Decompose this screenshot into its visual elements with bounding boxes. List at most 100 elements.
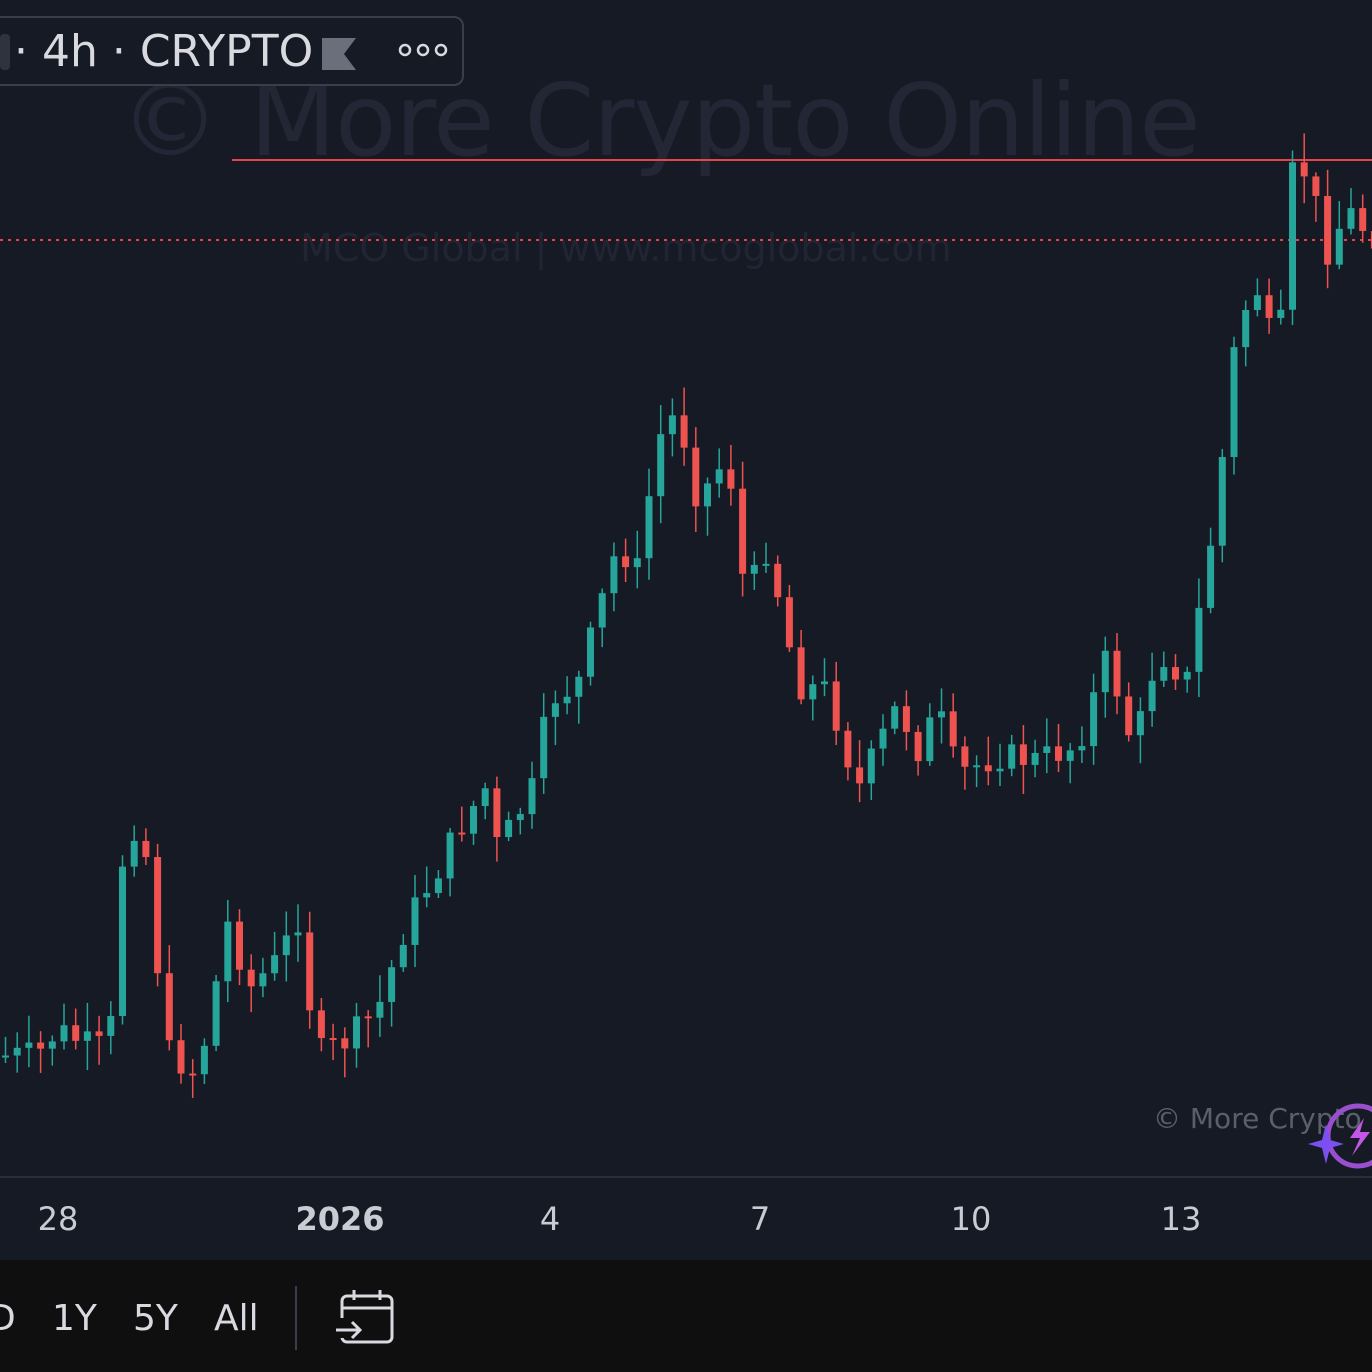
- candle-body: [1242, 310, 1250, 348]
- candle: [1090, 673, 1098, 765]
- candle-body: [1300, 162, 1308, 177]
- candle-body: [984, 765, 992, 772]
- candle: [668, 398, 676, 457]
- candle: [540, 693, 548, 794]
- candle-body: [470, 806, 477, 834]
- candle-body: [680, 415, 688, 448]
- candle-body: [1335, 228, 1343, 265]
- candle: [551, 690, 559, 746]
- candle-body: [329, 1038, 337, 1041]
- candle-body: [750, 564, 758, 574]
- candle: [1347, 188, 1355, 235]
- candle-body: [1312, 176, 1320, 196]
- candle-body: [1195, 607, 1203, 672]
- flag-icon[interactable]: [320, 36, 360, 76]
- candle: [1183, 666, 1191, 693]
- candle-body: [961, 746, 969, 767]
- candle: [154, 843, 162, 987]
- candle: [306, 911, 314, 1029]
- candle: [236, 909, 243, 986]
- candle: [657, 405, 665, 524]
- candle-body: [1136, 711, 1144, 736]
- candle: [247, 954, 255, 1013]
- symbol-legend[interactable]: · 4h · CRYPTO: [0, 16, 464, 86]
- candle: [610, 542, 618, 612]
- candle: [212, 974, 220, 1052]
- range-button-d[interactable]: D: [0, 1298, 16, 1339]
- candle-body: [821, 681, 828, 685]
- candle-body: [785, 597, 793, 648]
- candle-body: [388, 967, 396, 1002]
- candle: [1207, 527, 1215, 614]
- candle-body: [25, 1042, 33, 1048]
- range-button-all[interactable]: All: [214, 1298, 259, 1339]
- candle: [1019, 725, 1027, 795]
- candle-body: [200, 1045, 208, 1075]
- candle: [13, 1032, 21, 1073]
- candle: [926, 703, 934, 766]
- candle-body: [1031, 752, 1039, 765]
- candle-body: [423, 893, 431, 898]
- candle-body: [341, 1038, 349, 1049]
- candle-body: [1265, 295, 1273, 318]
- candle: [1160, 651, 1168, 687]
- candle: [879, 714, 887, 766]
- candle: [1312, 172, 1320, 222]
- candle: [914, 725, 922, 776]
- candle-body: [856, 767, 864, 784]
- range-button-5y[interactable]: 5Y: [133, 1298, 178, 1339]
- candle-body: [610, 556, 618, 594]
- candle-body: [902, 706, 910, 732]
- candle: [528, 761, 536, 829]
- candle: [259, 957, 267, 998]
- candle: [1172, 654, 1179, 690]
- toolbar-divider: [295, 1286, 297, 1350]
- candle: [750, 551, 758, 590]
- candle: [1324, 169, 1332, 289]
- x-tick-label: 28: [37, 1200, 79, 1238]
- candle: [598, 588, 606, 648]
- candle: [294, 904, 302, 962]
- candle: [37, 1031, 45, 1073]
- candle: [177, 1024, 185, 1084]
- candle: [1253, 278, 1261, 317]
- candle-body: [1066, 750, 1074, 761]
- candle-body: [1183, 671, 1191, 680]
- candle-body: [1218, 457, 1226, 546]
- calendar-goto-icon[interactable]: [336, 1288, 396, 1350]
- candle: [1008, 734, 1016, 777]
- lightning-logo-icon[interactable]: [1306, 1100, 1372, 1174]
- candle: [1031, 739, 1039, 778]
- candle-body: [762, 563, 770, 566]
- candle-body: [119, 866, 126, 1017]
- candle-body: [1090, 692, 1098, 747]
- candle: [481, 782, 489, 820]
- candle-body: [598, 593, 606, 628]
- x-tick-label: 4: [539, 1200, 561, 1238]
- candle-body: [505, 819, 513, 838]
- candle-body: [1113, 650, 1121, 697]
- candle-body: [1043, 746, 1051, 753]
- candle-body: [809, 684, 817, 700]
- candle-body: [247, 969, 255, 987]
- candle: [1043, 718, 1051, 774]
- candle-body: [1347, 208, 1355, 229]
- candlestick-chart[interactable]: [0, 0, 1372, 1176]
- candle: [1218, 448, 1226, 563]
- chart-area[interactable]: © More Crypto Online MCO Global | www.mc…: [0, 0, 1372, 1176]
- range-button-1y[interactable]: 1Y: [52, 1298, 97, 1339]
- candle-body: [1101, 650, 1109, 693]
- more-dots-icon[interactable]: [398, 40, 448, 64]
- candle: [739, 461, 747, 597]
- symbol-label[interactable]: · 4h · CRYPTO: [14, 26, 314, 77]
- candle-body: [1148, 680, 1156, 712]
- candle: [83, 1002, 91, 1071]
- candle: [364, 1010, 372, 1048]
- candle-body: [704, 483, 711, 507]
- candle: [809, 675, 817, 721]
- x-tick-label: 10: [950, 1200, 992, 1238]
- candle: [821, 658, 828, 697]
- x-axis[interactable]: 28 2026 4 7 10 13: [0, 1176, 1372, 1262]
- candle: [423, 866, 431, 908]
- candle: [984, 736, 992, 786]
